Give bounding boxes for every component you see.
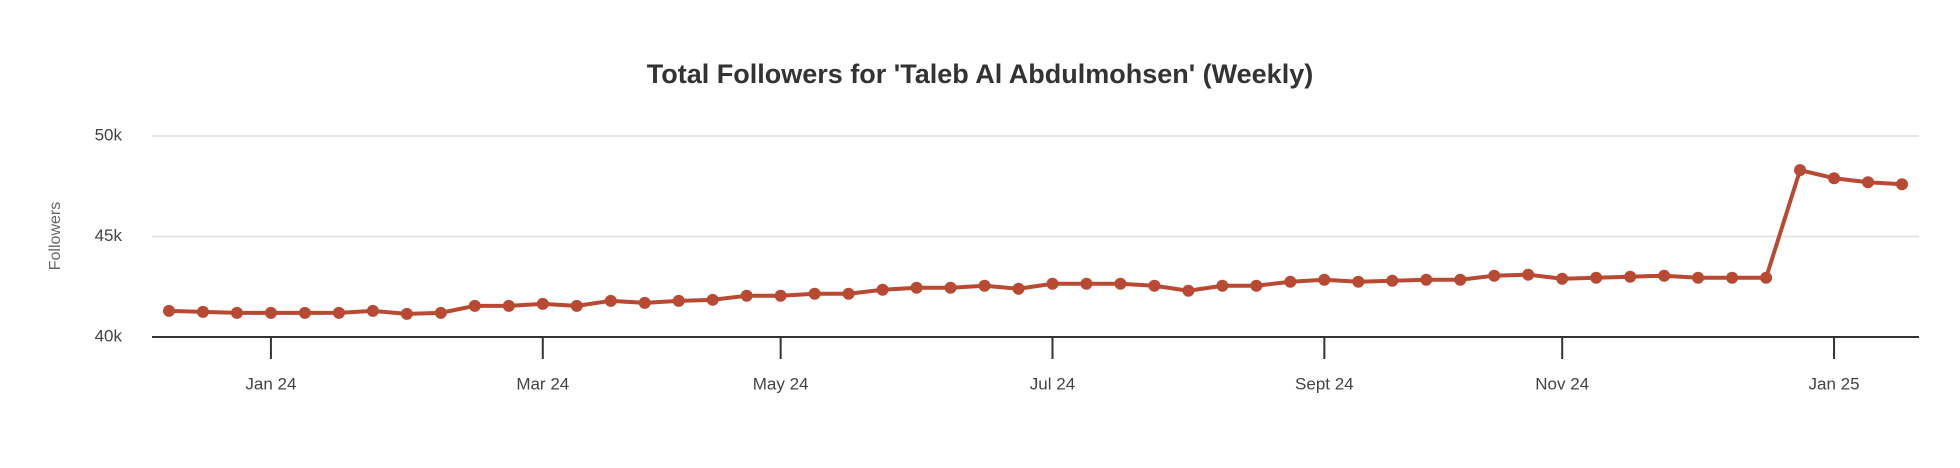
point xyxy=(774,289,787,302)
point xyxy=(1284,275,1297,288)
point xyxy=(366,304,379,317)
x-tick-label: May 24 xyxy=(753,374,809,393)
point xyxy=(1556,272,1569,285)
point xyxy=(162,304,175,317)
point xyxy=(298,306,311,319)
point xyxy=(468,299,481,312)
point xyxy=(1726,271,1739,284)
point xyxy=(638,296,651,309)
point xyxy=(1182,284,1195,297)
point xyxy=(1250,279,1263,292)
x-tick-label: Mar 24 xyxy=(516,374,569,393)
point xyxy=(1080,277,1093,290)
point xyxy=(1522,268,1535,281)
point xyxy=(1828,172,1841,185)
point xyxy=(876,283,889,296)
point xyxy=(1692,271,1705,284)
point xyxy=(502,299,515,312)
point xyxy=(1114,277,1127,290)
y-tick-label: 50k xyxy=(95,125,123,144)
x-tick-label: Jan 25 xyxy=(1809,374,1860,393)
point xyxy=(434,306,447,319)
point xyxy=(740,289,753,302)
point xyxy=(706,293,719,306)
point xyxy=(570,299,583,312)
x-tick-label: Nov 24 xyxy=(1535,374,1589,393)
x-tick-label: Sept 24 xyxy=(1295,374,1354,393)
point xyxy=(808,287,821,300)
point xyxy=(1046,277,1059,290)
x-tick-label: Jul 24 xyxy=(1030,374,1075,393)
point xyxy=(1590,271,1603,284)
series-line xyxy=(168,168,1903,316)
point xyxy=(1624,270,1637,283)
point xyxy=(1216,279,1229,292)
point xyxy=(1352,275,1365,288)
point xyxy=(1862,176,1875,189)
point xyxy=(1794,164,1807,177)
point xyxy=(400,307,413,320)
point xyxy=(1454,273,1467,286)
point xyxy=(910,281,923,294)
y-axis-label: Followers xyxy=(47,202,64,270)
point xyxy=(604,294,617,307)
point xyxy=(1896,178,1909,191)
point xyxy=(672,294,685,307)
point xyxy=(1488,269,1501,282)
point xyxy=(842,287,855,300)
point xyxy=(230,306,243,319)
point xyxy=(1148,279,1161,292)
point xyxy=(1386,274,1399,287)
point xyxy=(978,279,991,292)
point xyxy=(1012,282,1025,295)
point xyxy=(196,305,209,318)
point xyxy=(1318,273,1331,286)
point xyxy=(1420,273,1433,286)
y-tick-label: 40k xyxy=(95,326,123,345)
point xyxy=(536,297,549,310)
chart-title: Total Followers for 'Taleb Al Abdulmohse… xyxy=(647,59,1313,89)
x-tick-label: Jan 24 xyxy=(245,374,296,393)
point xyxy=(944,281,957,294)
point xyxy=(264,306,277,319)
point xyxy=(1658,269,1671,282)
point xyxy=(332,306,345,319)
y-tick-label: 45k xyxy=(95,226,123,245)
point xyxy=(1760,271,1773,284)
